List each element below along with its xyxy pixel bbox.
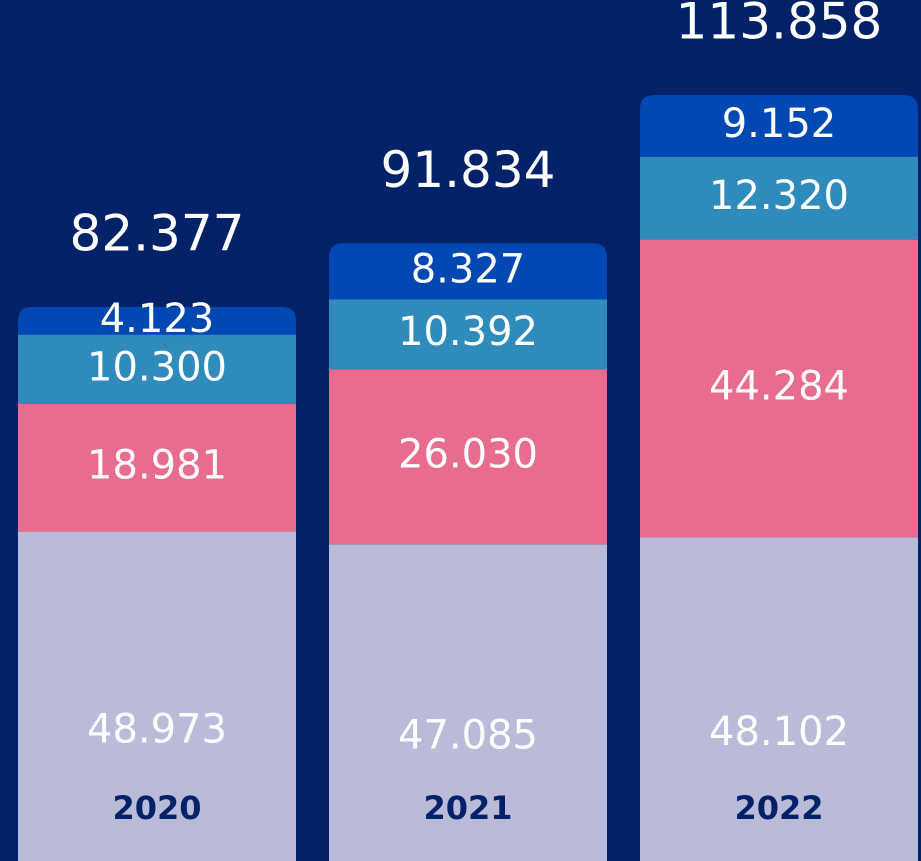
value-label: 26.030 [398,432,538,478]
chart: 48.973 18.981 10.3004.123 82.377 2020 47.085 2… [0,0,921,861]
total-label: 91.834 [381,141,556,199]
value-label: 12.320 [709,173,849,219]
value-label: 9.152 [722,101,837,147]
total-label: 82.377 [70,204,245,262]
value-label: 18.981 [87,443,227,489]
value-label: 8.327 [411,246,526,292]
value-label: 44.284 [709,363,849,409]
value-label: 48.973 [87,706,227,752]
category-label: 2020 [112,789,201,827]
category-label: 2022 [734,789,823,827]
value-label: 10.300 [87,344,227,390]
value-label: 10.392 [398,309,538,355]
category-label: 2021 [423,789,512,827]
value-label: 48.102 [709,709,849,755]
total-label: 113.858 [676,0,883,51]
value-label: 47.085 [398,713,538,759]
value-label: 4.123 [100,296,215,342]
